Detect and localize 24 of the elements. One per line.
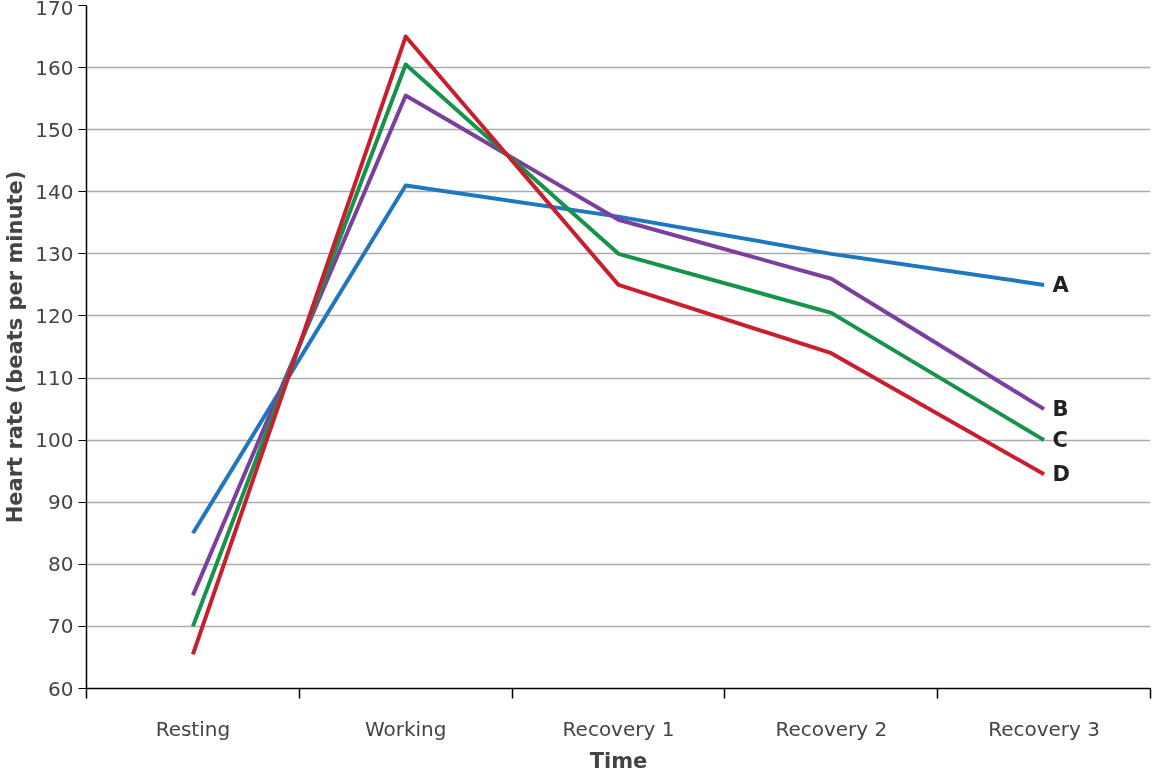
x-tick-label: Recovery 2 [775, 716, 888, 741]
x-tick-label: Recovery 3 [988, 716, 1101, 741]
x-tick-label: Resting [155, 716, 231, 741]
x-tick-label: Working [364, 716, 447, 741]
y-tick-label: 110 [35, 366, 74, 391]
series-label: B [1052, 397, 1069, 422]
y-tick-label: 170 [35, 0, 74, 20]
y-tick-label: 70 [48, 614, 74, 639]
y-axis-title: Heart rate (beats per minute) [3, 170, 28, 524]
line-series [190, 183, 1047, 536]
x-tick-label: Recovery 1 [562, 716, 675, 741]
y-tick-label: 130 [35, 241, 74, 266]
series-label: A [1052, 272, 1070, 297]
y-tick-label: 150 [35, 117, 74, 142]
y-tick-label: 140 [35, 179, 74, 204]
y-tick-label: 100 [35, 428, 74, 453]
x-axis-title: Time [589, 748, 648, 773]
y-tick-label: 90 [48, 490, 74, 515]
y-tick-label: 160 [35, 55, 74, 80]
y-tick-label: 80 [48, 552, 74, 577]
series-label: C [1052, 428, 1069, 453]
y-tick-label: 120 [35, 303, 74, 328]
series-label: D [1052, 462, 1071, 487]
y-tick-label: 60 [48, 676, 74, 701]
